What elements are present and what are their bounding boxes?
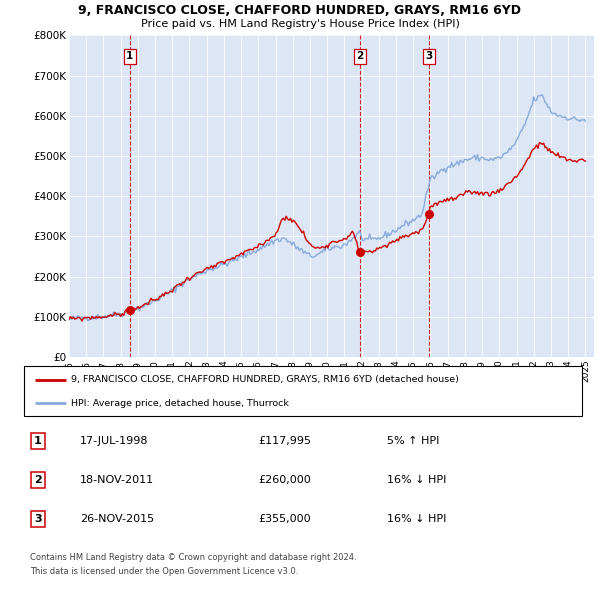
Text: 9, FRANCISCO CLOSE, CHAFFORD HUNDRED, GRAYS, RM16 6YD: 9, FRANCISCO CLOSE, CHAFFORD HUNDRED, GR… bbox=[79, 4, 521, 17]
Text: 17-JUL-1998: 17-JUL-1998 bbox=[80, 435, 148, 445]
Text: 26-NOV-2015: 26-NOV-2015 bbox=[80, 514, 154, 524]
Text: Contains HM Land Registry data © Crown copyright and database right 2024.: Contains HM Land Registry data © Crown c… bbox=[29, 553, 356, 562]
Text: 18-NOV-2011: 18-NOV-2011 bbox=[80, 475, 154, 485]
Text: 2: 2 bbox=[356, 51, 364, 61]
Text: £117,995: £117,995 bbox=[259, 435, 311, 445]
Text: 1: 1 bbox=[34, 435, 42, 445]
Text: 3: 3 bbox=[34, 514, 42, 524]
Text: Price paid vs. HM Land Registry's House Price Index (HPI): Price paid vs. HM Land Registry's House … bbox=[140, 19, 460, 29]
Text: 3: 3 bbox=[425, 51, 433, 61]
Text: 5% ↑ HPI: 5% ↑ HPI bbox=[387, 435, 439, 445]
Text: 9, FRANCISCO CLOSE, CHAFFORD HUNDRED, GRAYS, RM16 6YD (detached house): 9, FRANCISCO CLOSE, CHAFFORD HUNDRED, GR… bbox=[71, 375, 460, 384]
Text: 1: 1 bbox=[127, 51, 134, 61]
Text: £355,000: £355,000 bbox=[259, 514, 311, 524]
Text: HPI: Average price, detached house, Thurrock: HPI: Average price, detached house, Thur… bbox=[71, 399, 289, 408]
Text: 16% ↓ HPI: 16% ↓ HPI bbox=[387, 514, 446, 524]
Text: £260,000: £260,000 bbox=[259, 475, 311, 485]
Text: This data is licensed under the Open Government Licence v3.0.: This data is licensed under the Open Gov… bbox=[29, 568, 298, 576]
Text: 2: 2 bbox=[34, 475, 42, 485]
Text: 16% ↓ HPI: 16% ↓ HPI bbox=[387, 475, 446, 485]
